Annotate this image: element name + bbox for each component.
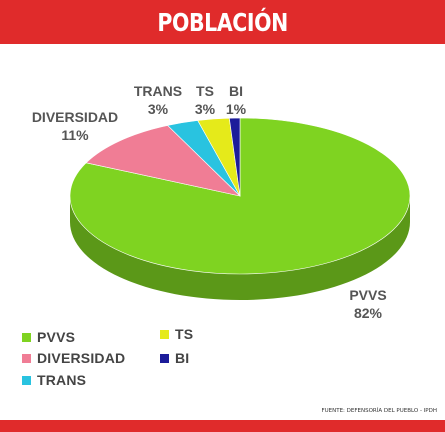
footer-bar (0, 420, 445, 432)
legend-item-ts: TS (160, 326, 193, 342)
slice-value-trans: 3% (148, 101, 169, 117)
legend-label-diversidad: DIVERSIDAD (37, 350, 126, 366)
slice-label-diversidad: DIVERSIDAD (32, 109, 118, 125)
source-note: FUENTE: DEFENSORÍA DEL PUEBLO - IPDH (321, 408, 437, 414)
legend-item-trans: TRANS (22, 372, 86, 388)
legend-item-diversidad: DIVERSIDAD (22, 350, 125, 366)
slice-label-pvvs: PVVS (349, 287, 386, 303)
slice-label-bi: BI (229, 83, 243, 99)
legend-label-bi: BI (175, 350, 190, 366)
legend-swatch-trans (22, 375, 31, 385)
legend-swatch-ts (160, 329, 169, 339)
pie-side-pvvs (70, 196, 410, 300)
legend-item-pvvs: PVVS (22, 329, 75, 345)
legend-swatch-bi (160, 353, 169, 363)
slice-label-ts: TS (196, 83, 214, 99)
title-banner: POBLACIÓN (0, 0, 445, 44)
pie-slice-pvvs (69, 117, 411, 275)
pie-slice-diversidad (85, 125, 241, 197)
legend-label-pvvs: PVVS (37, 329, 76, 345)
slice-value-bi: 1% (226, 101, 247, 117)
legend-label-ts: TS (175, 326, 194, 342)
legend-swatch-diversidad (22, 353, 31, 363)
slice-value-ts: 3% (195, 101, 216, 117)
slice-value-pvvs: 82% (354, 305, 383, 321)
page-title: POBLACIÓN (157, 7, 288, 37)
legend-swatch-pvvs (22, 332, 31, 342)
pie-chart: PVVS 82% DIVERSIDAD 11% TRANS 3% TS 3% BI 1% (32, 83, 411, 321)
pie-slice-bi (228, 117, 241, 197)
legend-item-bi: BI (160, 350, 189, 366)
slice-value-diversidad: 11% (61, 127, 89, 143)
slice-label-trans: TRANS (134, 83, 182, 99)
legend: PVVS DIVERSIDAD TRANS TS BI (22, 326, 282, 392)
legend-label-trans: TRANS (37, 372, 87, 388)
